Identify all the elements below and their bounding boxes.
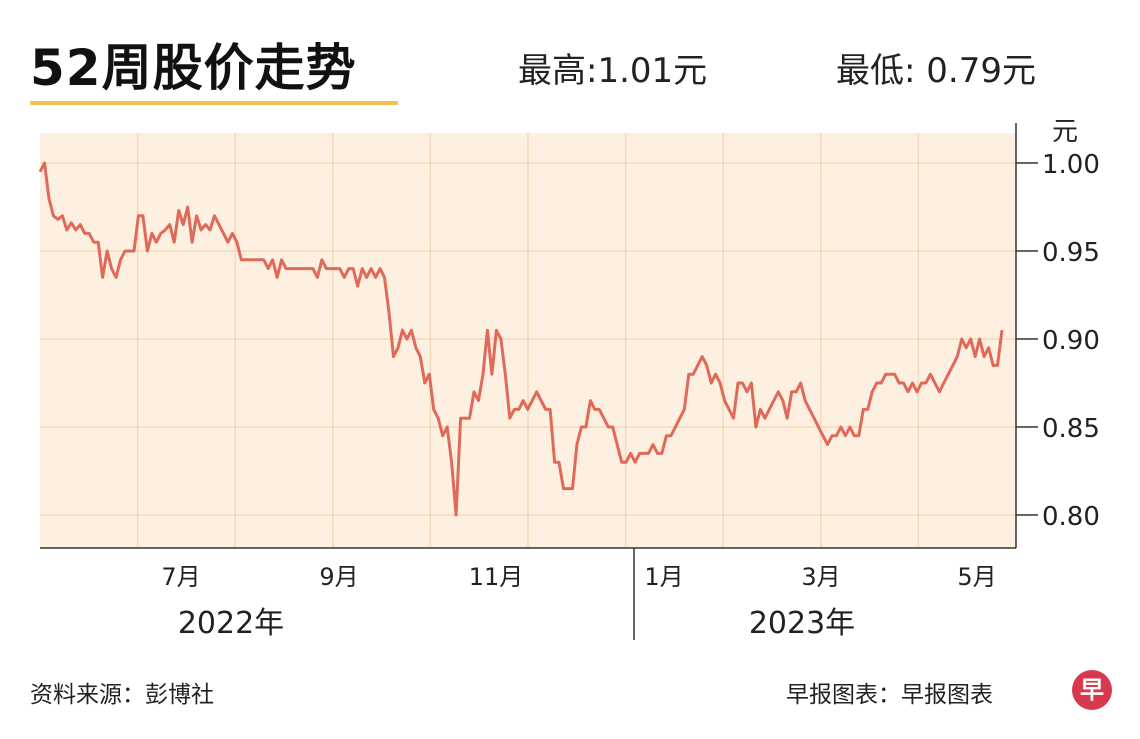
x-tick-label: 7月	[161, 563, 200, 591]
x-tick-label: 5月	[957, 563, 996, 591]
y-tick-label: 0.95	[1042, 238, 1100, 268]
series-line-price	[38, 161, 1004, 517]
vertical-gridlines	[136, 133, 920, 548]
x-ticks: 7月 9月 11月 1月 3月 5月	[161, 563, 996, 591]
x-tick-label: 9月	[319, 563, 358, 591]
chart-title: 52周股价走势	[30, 39, 357, 97]
x-tick-label: 1月	[644, 563, 683, 591]
year-labels: 2022年 2023年	[178, 606, 855, 641]
low-price-label: 最低: 0.79元	[836, 51, 1036, 91]
year-label: 2023年	[749, 606, 855, 641]
y-tick-label: 0.85	[1042, 414, 1100, 444]
y-unit-label: 元	[1052, 117, 1078, 147]
y-tick-label: 0.80	[1042, 502, 1100, 532]
horizontal-gridlines	[40, 162, 1016, 516]
y-tick-label: 0.90	[1042, 326, 1100, 356]
source-note: 资料来源：彭博社	[30, 682, 214, 708]
credit-note: 早报图表：早报图表	[786, 682, 993, 708]
title-underline	[30, 101, 398, 105]
x-tick-label: 3月	[801, 563, 840, 591]
y-tick-label: 1.00	[1042, 150, 1100, 180]
y-ticks: 1.00 0.95 0.90 0.85 0.80	[1016, 150, 1100, 532]
x-tick-label: 11月	[469, 563, 524, 591]
zaobao-logo: 早	[1072, 670, 1112, 710]
year-label: 2022年	[178, 606, 284, 641]
price-chart: 1.00 0.95 0.90 0.85 0.80 7月 9月 11月 1月 3月 5月 2022年…	[38, 117, 1100, 641]
high-price-label: 最高:1.01元	[518, 51, 708, 91]
